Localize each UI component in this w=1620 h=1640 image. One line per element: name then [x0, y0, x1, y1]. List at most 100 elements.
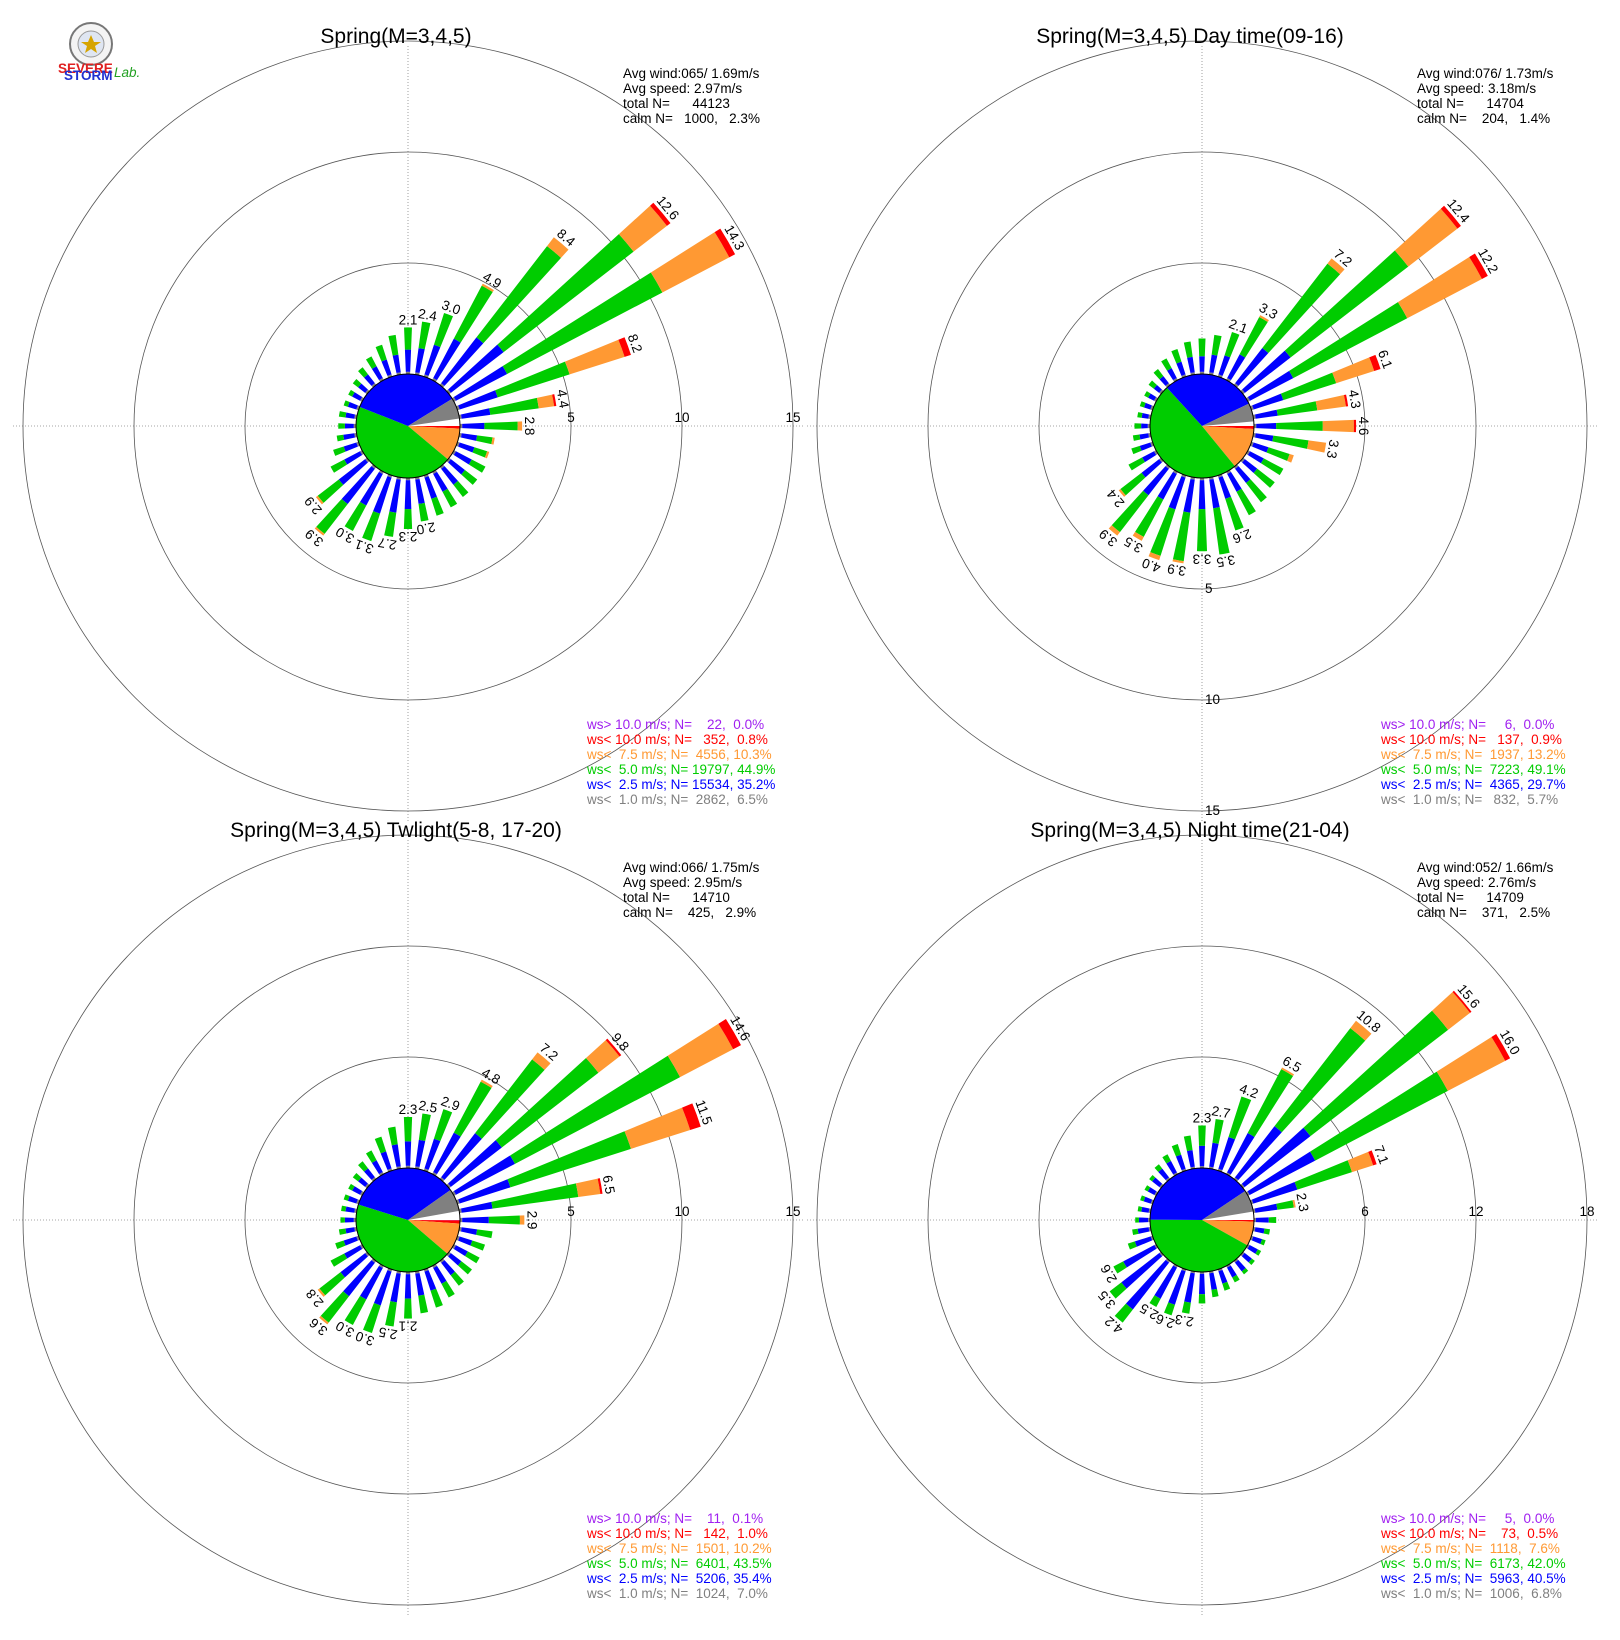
bar-segment: [1234, 1126, 1282, 1181]
legend-entry: ws< 1.0 m/s; N= 2862, 6.5%: [586, 792, 768, 807]
bar-segment: [1212, 1118, 1224, 1144]
bar-segment: [1245, 1244, 1250, 1249]
bar-label-group: 4.0: [1140, 555, 1163, 576]
pie-wedge: [356, 406, 448, 478]
bar-segment: [491, 1183, 579, 1209]
bar-segment: [1315, 395, 1346, 411]
bar-label-group: 2.4: [417, 306, 439, 324]
bar-label: 3.5: [1215, 552, 1236, 570]
bar-segment: [365, 389, 370, 395]
bar-segment: [1121, 1252, 1163, 1289]
bar-segment: [1266, 447, 1290, 461]
ring: [816, 40, 1588, 812]
bar-segment: [481, 283, 494, 292]
bar-segment: [360, 1265, 383, 1300]
bar-segment: [418, 1294, 429, 1314]
bar-segment: [1217, 374, 1223, 378]
bar-segment: [405, 1271, 411, 1275]
bar-label-group: 2.7: [377, 535, 398, 553]
legend-entry: ws< 10.0 m/s; N= 137, 0.9%: [1380, 732, 1562, 747]
bar-segment: [374, 1136, 387, 1154]
bar-segment: [432, 1171, 437, 1177]
bar-segment: [371, 1160, 383, 1175]
bar-segment: [1164, 1302, 1175, 1316]
bar-segment: [388, 334, 399, 356]
bar-segment: [468, 459, 486, 473]
bar-segment: [1137, 1206, 1143, 1212]
legend-entry: ws< 1.0 m/s; N= 1006, 6.8%: [1380, 1586, 1562, 1601]
bar-segment: [450, 1271, 464, 1286]
bar-segment: [1227, 354, 1246, 381]
bar-segment: [497, 234, 634, 353]
bar-segment: [1181, 374, 1187, 378]
bar-segment: [433, 313, 454, 348]
bar-segment: [1235, 466, 1251, 483]
ring: [1038, 262, 1366, 590]
bar-segment: [392, 354, 401, 374]
bar-segment: [362, 511, 381, 542]
bar-segment: [472, 447, 488, 458]
bar-segment: [1181, 1168, 1187, 1172]
bar-segment: [1242, 459, 1258, 473]
bar-segment: [650, 202, 671, 226]
legend-entry: ws< 1.0 m/s; N= 1024, 7.0%: [586, 1586, 768, 1601]
bar-segment: [1198, 338, 1206, 357]
bar-segment: [1161, 358, 1172, 371]
bar-segment: [1233, 1177, 1239, 1182]
bar-segment: [1240, 389, 1245, 395]
bar-segment: [1149, 1175, 1156, 1182]
bar-label-group: 6.1: [1375, 348, 1396, 371]
bar-segment: [1245, 1191, 1250, 1196]
ring-label: 12: [1468, 1204, 1483, 1219]
bar-segment: [453, 1155, 515, 1195]
bar-segment: [456, 1235, 460, 1241]
bar-segment: [415, 478, 425, 504]
bar-label-group: 2.5: [417, 1098, 438, 1116]
bar-segment: [1233, 464, 1239, 469]
chart-title: Spring(M=3,4,5) Twlight(5-8, 17-20): [230, 819, 562, 842]
bar-segment: [1198, 480, 1206, 510]
bar-segment: [1254, 433, 1274, 442]
bar-segment: [446, 1183, 451, 1189]
bar-segment: [1199, 356, 1205, 372]
bar-segment: [1139, 433, 1150, 440]
bar-segment: [489, 397, 539, 415]
bar-segment: [439, 464, 445, 469]
bar-label-group: 2.9: [439, 1093, 462, 1114]
bar-segment: [1139, 401, 1146, 408]
bar-segment: [1159, 376, 1169, 386]
bar-segment: [352, 1173, 362, 1182]
info-line: Avg wind:076/ 1.73m/s: [1417, 66, 1554, 81]
bar-segment: [624, 1107, 691, 1149]
bar-label: 2.0: [415, 519, 436, 537]
ring: [133, 945, 683, 1495]
bar-segment: [1259, 315, 1269, 322]
bar-segment: [476, 435, 493, 445]
bar-segment: [1233, 1258, 1239, 1263]
bar-segment: [1171, 348, 1182, 364]
bar-segment: [1150, 441, 1154, 447]
bar-label: 3.0: [353, 1328, 376, 1349]
bar-segment: [1245, 397, 1251, 402]
bar-segment: [404, 1298, 412, 1319]
bar-segment: [1183, 1135, 1193, 1152]
bar-segment: [341, 1205, 347, 1212]
bar-segment: [1153, 385, 1162, 393]
bar-segment: [1144, 1185, 1151, 1192]
info-line: calm N= 425, 2.9%: [623, 905, 756, 920]
bar-segment: [1469, 253, 1488, 280]
bar-segment: [1143, 1196, 1153, 1204]
bar-segment: [507, 1131, 631, 1188]
bar-segment: [459, 1217, 463, 1223]
ring: [22, 40, 794, 812]
pie-wedge: [1202, 1220, 1254, 1222]
bar-segment: [343, 433, 356, 440]
bar-segment: [338, 459, 368, 485]
ring: [244, 1056, 572, 1384]
bar-segment: [432, 469, 437, 475]
bar-label: 2.3: [1193, 1110, 1212, 1125]
bar-segment: [451, 1191, 457, 1196]
bar-segment: [371, 383, 377, 388]
bar-segment: [1135, 1217, 1139, 1223]
bar-segment: [1303, 1010, 1449, 1137]
